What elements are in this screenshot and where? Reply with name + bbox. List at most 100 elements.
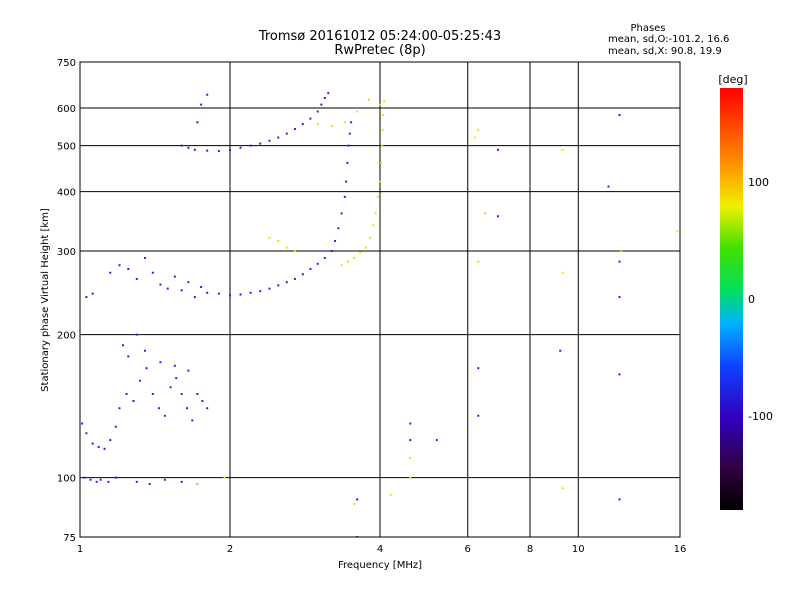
data-point bbox=[127, 355, 130, 358]
data-point bbox=[559, 349, 562, 352]
data-point bbox=[367, 98, 370, 101]
data-point bbox=[374, 212, 377, 215]
y-tick-label: 500 bbox=[57, 142, 76, 153]
data-point bbox=[293, 277, 296, 280]
data-point bbox=[409, 456, 412, 459]
data-point bbox=[381, 144, 384, 147]
data-point bbox=[229, 148, 231, 151]
data-point bbox=[347, 144, 350, 147]
data-point bbox=[343, 195, 346, 198]
data-point bbox=[343, 121, 346, 124]
data-point bbox=[477, 414, 480, 417]
data-point bbox=[353, 257, 356, 260]
data-points bbox=[81, 92, 679, 537]
data-point bbox=[379, 103, 381, 106]
data-point bbox=[206, 93, 209, 96]
data-point bbox=[143, 257, 146, 260]
data-point bbox=[618, 114, 621, 117]
data-point bbox=[320, 103, 323, 106]
data-point bbox=[109, 439, 112, 442]
data-point bbox=[85, 432, 88, 435]
data-point bbox=[196, 482, 199, 485]
data-point bbox=[330, 250, 333, 253]
x-axis-ticks: 1 2 4 6 8 10 16 bbox=[77, 544, 687, 555]
data-point bbox=[200, 103, 203, 106]
data-point bbox=[330, 124, 333, 127]
y-tick-label: 300 bbox=[57, 247, 76, 258]
data-point bbox=[95, 480, 98, 483]
data-point bbox=[89, 478, 92, 481]
data-point bbox=[618, 296, 621, 299]
data-point bbox=[268, 139, 271, 142]
data-point bbox=[345, 180, 348, 183]
data-point bbox=[223, 476, 226, 479]
data-point bbox=[383, 100, 386, 103]
chart-title: Tromsø 20161012 05:24:00-05:25:43 bbox=[258, 29, 501, 44]
data-point bbox=[201, 400, 204, 403]
data-point bbox=[618, 373, 621, 376]
data-point bbox=[561, 148, 564, 151]
data-point bbox=[125, 393, 128, 396]
data-point bbox=[151, 271, 154, 274]
data-point bbox=[97, 446, 100, 449]
data-point bbox=[217, 150, 220, 153]
data-point bbox=[477, 128, 480, 131]
data-point bbox=[196, 121, 199, 124]
data-point bbox=[293, 250, 296, 253]
data-point bbox=[118, 407, 121, 410]
data-point bbox=[99, 478, 102, 481]
data-point bbox=[186, 407, 189, 410]
data-point bbox=[206, 291, 209, 294]
data-point bbox=[346, 161, 349, 164]
data-point bbox=[187, 281, 190, 284]
data-point bbox=[676, 230, 679, 233]
y-axis-ticks: 75 100 200 300 400 500 600 750 bbox=[57, 58, 76, 544]
data-point bbox=[327, 92, 330, 95]
x-tick-label: 2 bbox=[227, 544, 233, 555]
data-point bbox=[114, 425, 117, 428]
stats-line-x: mean, sd,X: 90.8, 19.9 bbox=[608, 46, 722, 57]
data-point bbox=[376, 195, 379, 198]
data-point bbox=[285, 281, 288, 284]
data-point bbox=[259, 142, 262, 145]
data-point bbox=[337, 227, 340, 230]
data-point bbox=[85, 296, 88, 299]
data-point bbox=[193, 296, 196, 299]
data-point bbox=[91, 292, 94, 295]
data-point bbox=[496, 215, 499, 218]
data-point bbox=[340, 264, 343, 267]
data-point bbox=[163, 478, 166, 481]
data-point bbox=[249, 291, 252, 294]
y-tick-label: 75 bbox=[63, 533, 76, 544]
data-point bbox=[217, 292, 220, 295]
data-point bbox=[620, 250, 623, 253]
x-tick-label: 10 bbox=[572, 544, 585, 555]
data-point bbox=[135, 480, 138, 483]
stats-line-o: mean, sd,O:-101.2, 16.6 bbox=[608, 34, 729, 45]
data-point bbox=[435, 439, 438, 442]
colorbar-ticks: 100 0 -100 bbox=[748, 176, 773, 423]
data-point bbox=[359, 251, 362, 254]
data-point bbox=[118, 264, 121, 267]
data-point bbox=[409, 439, 412, 442]
data-point bbox=[323, 96, 326, 99]
data-point bbox=[173, 275, 176, 278]
data-point bbox=[316, 110, 319, 113]
y-tick-label: 400 bbox=[57, 188, 76, 199]
data-point bbox=[83, 476, 86, 479]
data-point bbox=[350, 121, 353, 124]
data-point bbox=[607, 185, 610, 188]
data-point bbox=[365, 246, 368, 249]
colorbar-tick-label: 100 bbox=[748, 176, 769, 189]
data-point bbox=[103, 447, 106, 450]
data-point bbox=[618, 498, 621, 501]
data-point bbox=[107, 480, 110, 483]
data-point bbox=[340, 212, 343, 215]
y-axis-label: Stationary phase Virtual Height [km] bbox=[40, 208, 51, 392]
data-point bbox=[206, 149, 209, 152]
data-point bbox=[193, 148, 196, 151]
plot-frame bbox=[79, 61, 681, 538]
x-axis-label: Frequency [MHz] bbox=[338, 560, 422, 571]
data-point bbox=[356, 498, 359, 501]
